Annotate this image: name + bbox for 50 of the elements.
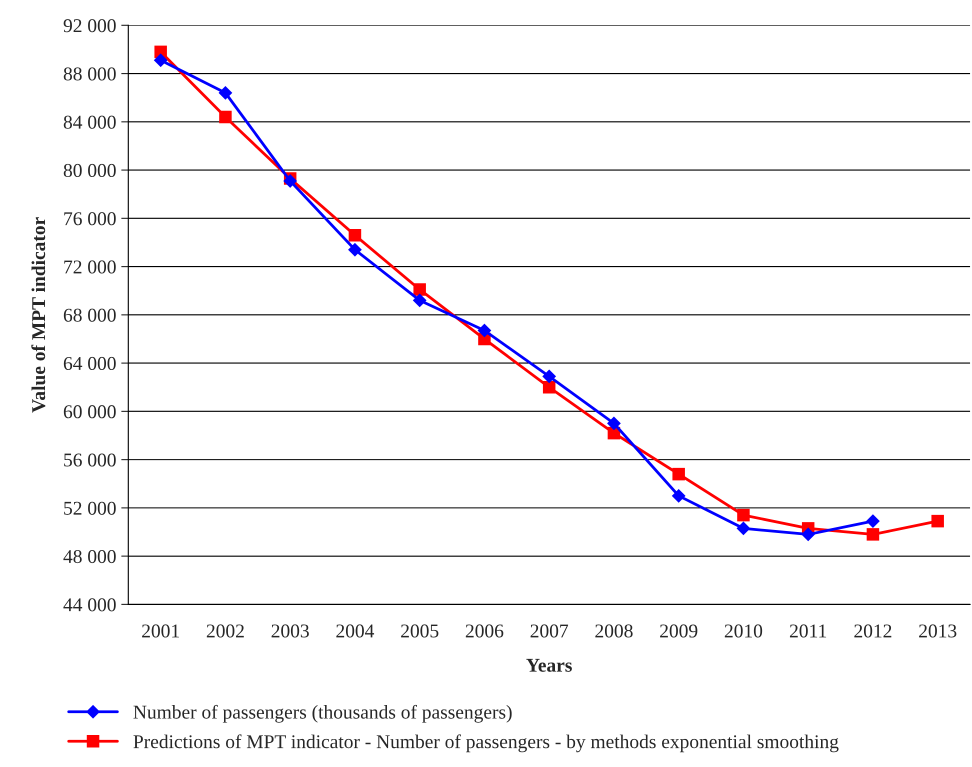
point [866, 528, 880, 541]
point [154, 54, 168, 67]
point [478, 324, 492, 338]
point [866, 514, 880, 528]
point [219, 110, 232, 124]
x-tick-label: 2001 [142, 624, 179, 638]
x-tick-label: 2005 [401, 624, 438, 638]
point [542, 370, 556, 383]
y-tick-label: 72 000 [64, 260, 116, 274]
point [284, 174, 297, 188]
y-tick-label: 44 000 [63, 598, 116, 612]
x-tick-label: 2002 [206, 624, 244, 638]
x-tick-label: 2003 [272, 624, 309, 638]
point [218, 86, 232, 100]
point [931, 514, 944, 528]
point [607, 416, 621, 430]
x-tick-label: 2012 [854, 624, 892, 638]
y-tick-label: 48 000 [63, 550, 116, 564]
point [413, 294, 426, 307]
point [542, 380, 556, 394]
point [672, 468, 685, 480]
y-tick-label: 56 000 [64, 453, 116, 467]
point [736, 522, 750, 535]
x-tick-label: 2011 [790, 624, 826, 638]
point [413, 283, 426, 296]
y-tick-label: 52 000 [64, 502, 116, 515]
y-tick-label: 88 000 [64, 67, 116, 81]
legend-label: Predictions of MPT indicator - Number of passengers - by methods exponential smoothing [133, 734, 839, 752]
point [672, 489, 686, 502]
x-tick-label: 2004 [336, 624, 374, 638]
y-tick-label: 92 000 [64, 19, 116, 32]
x-tick-label: 2013 [919, 624, 956, 638]
y-tick-label: 76 000 [64, 212, 116, 226]
point [348, 228, 362, 242]
y-tick-label: 84 000 [64, 116, 116, 129]
x-tick-label: 2010 [724, 624, 762, 638]
y-tick-label: 64 000 [64, 356, 116, 370]
point [737, 508, 750, 522]
x-tick-label: 2009 [660, 624, 698, 638]
y-tick-label: 68 000 [64, 308, 116, 322]
point [802, 528, 815, 542]
x-axis-title: Years [526, 658, 572, 672]
x-tick-label: 2008 [595, 624, 633, 638]
x-tick-label: 2006 [466, 624, 504, 638]
y-tick-label: 80 000 [64, 164, 116, 178]
legend-label: Number of passengers (thousands of passengers) [133, 704, 512, 723]
y-tick-label: 60 000 [64, 405, 116, 418]
x-tick-label: 2007 [530, 624, 568, 638]
y-axis-title: Value of MPT indicator [31, 217, 46, 413]
point [348, 243, 362, 256]
